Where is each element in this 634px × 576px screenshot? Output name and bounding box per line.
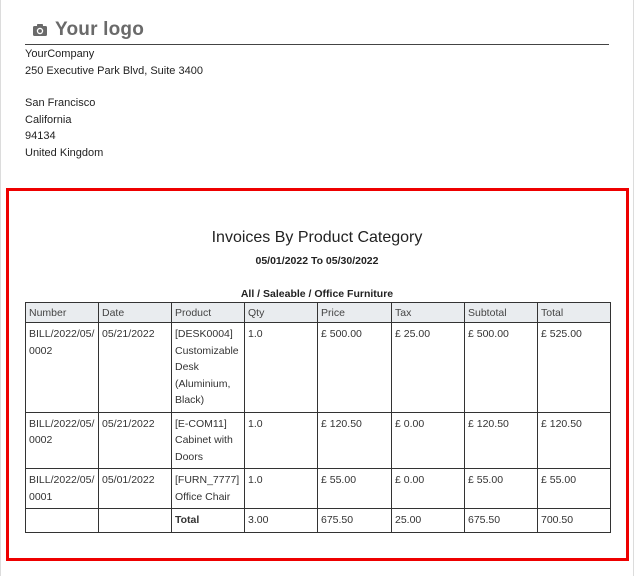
table-row: BILL/2022/05/0001 05/01/2022 [FURN_7777]…	[25, 468, 611, 509]
cell-qty: 1.0	[244, 468, 318, 509]
cell-qty: 1.0	[244, 322, 318, 413]
total-qty: 3.00	[244, 508, 318, 533]
total-cell-date	[98, 508, 172, 533]
cell-product: [DESK0004] Customizable Desk (Aluminium,…	[171, 322, 245, 413]
address-city: San Francisco	[25, 97, 96, 109]
cell-total: £ 55.00	[537, 468, 611, 509]
cell-subtotal: £ 120.50	[464, 411, 538, 469]
cell-qty: 1.0	[244, 411, 318, 469]
column-header-price: Price	[317, 302, 392, 323]
cell-number: BILL/2022/05/0002	[25, 322, 99, 413]
column-header-tax: Tax	[391, 302, 465, 323]
report-title: Invoices By Product Category	[211, 229, 423, 246]
table-row: BILL/2022/05/0002 05/21/2022 [DESK0004] …	[25, 322, 611, 413]
cell-total: £ 525.00	[537, 322, 611, 413]
logo-text: Your logo	[55, 19, 145, 40]
column-header-product: Product	[171, 302, 245, 323]
address-state: California	[25, 113, 72, 126]
invoice-table: Number Date Product Qty Price Tax Subtot…	[25, 302, 611, 533]
cell-total: £ 120.50	[537, 411, 611, 469]
cell-date: 05/21/2022	[98, 322, 172, 413]
cell-date: 05/01/2022	[98, 468, 172, 509]
totals-row: Total 3.00 675.50 25.00 675.50 700.50	[25, 508, 611, 533]
cell-tax: £ 25.00	[391, 322, 465, 413]
total-amount: 700.50	[537, 508, 611, 533]
document-header: Your logo YourCompany 250 Executive Park…	[25, 16, 609, 161]
customer-address: San Francisco California 94134 United Ki…	[25, 95, 609, 161]
cell-price: £ 120.50	[317, 411, 392, 469]
cell-price: £ 55.00	[317, 468, 392, 509]
category-path: All / Saleable / Office Furniture	[240, 288, 394, 300]
company-logo: Your logo	[25, 16, 609, 44]
column-header-total: Total	[537, 302, 611, 323]
table-row: BILL/2022/05/0002 05/21/2022 [E-COM11] C…	[25, 411, 611, 469]
table-header-row: Number Date Product Qty Price Tax Subtot…	[25, 302, 611, 323]
cell-number: BILL/2022/05/0002	[25, 411, 99, 469]
cell-subtotal: £ 500.00	[464, 322, 538, 413]
column-header-number: Number	[25, 302, 99, 323]
total-tax: 25.00	[391, 508, 465, 533]
address-country: United Kingdom	[25, 146, 104, 159]
total-label: Total	[171, 508, 245, 533]
company-block: YourCompany 250 Executive Park Blvd, Sui…	[25, 46, 609, 79]
cell-tax: £ 0.00	[391, 411, 465, 469]
total-cell-number	[25, 508, 99, 533]
column-header-subtotal: Subtotal	[464, 302, 538, 323]
report-date-range: 05/01/2022 To 05/30/2022	[255, 255, 379, 267]
cell-product: [FURN_7777] Office Chair	[171, 468, 245, 509]
company-name: YourCompany	[25, 48, 95, 60]
cell-price: £ 500.00	[317, 322, 392, 413]
cell-tax: £ 0.00	[391, 468, 465, 509]
cell-product: [E-COM11] Cabinet with Doors	[171, 411, 245, 469]
company-street: 250 Executive Park Blvd, Suite 3400	[25, 64, 203, 77]
report-highlight-frame	[6, 188, 629, 561]
camera-icon	[33, 24, 47, 36]
cell-subtotal: £ 55.00	[464, 468, 538, 509]
column-header-qty: Qty	[244, 302, 318, 323]
header-divider	[25, 44, 609, 45]
cell-number: BILL/2022/05/0001	[25, 468, 99, 509]
column-header-date: Date	[98, 302, 172, 323]
total-price: 675.50	[317, 508, 392, 533]
cell-date: 05/21/2022	[98, 411, 172, 469]
total-subtotal: 675.50	[464, 508, 538, 533]
address-zip: 94134	[25, 130, 56, 142]
